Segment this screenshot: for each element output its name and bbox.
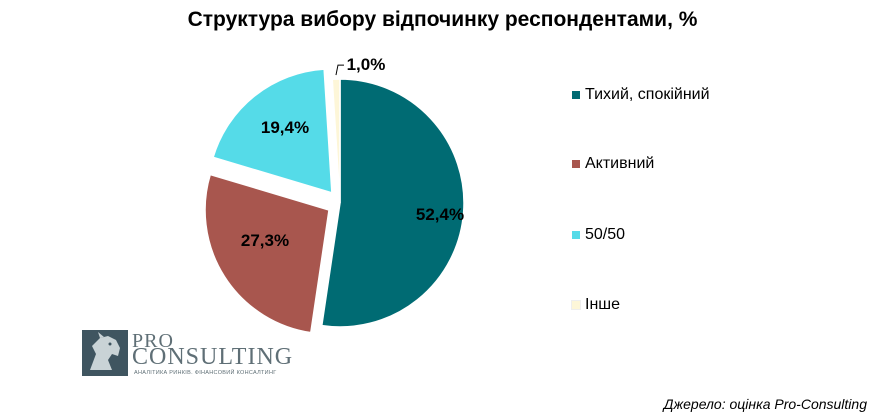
data-label: 27,3% [241, 231, 289, 250]
legend-label: Інше [585, 296, 621, 313]
legend-label: 50/50 [585, 226, 626, 243]
legend-swatch [572, 160, 580, 168]
legend-swatch [571, 300, 581, 310]
logo-tagline: АНАЛІТИКА РИНКІВ. ФІНАНСОВИЙ КОНСАЛТИНГ [134, 370, 277, 376]
legend-item-active: Активний [572, 155, 654, 173]
pie-slice [212, 68, 333, 194]
data-label: 19,4% [261, 118, 309, 137]
pie-slice [204, 173, 330, 334]
legend-label: Тихий, спокійний [585, 86, 710, 103]
leader-line [335, 64, 344, 76]
legend-swatch [572, 231, 580, 239]
legend-swatch [572, 91, 580, 99]
pie-slice [331, 78, 341, 204]
legend-item-other: Інше [571, 296, 621, 314]
data-label: 52,4% [416, 205, 464, 224]
source-note: Джерело: оцінка Pro-Consulting [663, 396, 867, 412]
pie-slice [320, 78, 465, 328]
legend-item-quiet: Тихий, спокійний [572, 86, 710, 104]
legend-item-fifty-fifty: 50/50 [572, 226, 625, 244]
logo-text-consulting: CONSULTING [132, 344, 294, 370]
legend-label: Активний [585, 155, 655, 172]
pro-consulting-logo: PRO CONSULTING АНАЛІТИКА РИНКІВ. ФІНАНСО… [82, 330, 297, 380]
logo-text-pro: PRO [132, 330, 174, 352]
horse-head-icon [82, 330, 128, 376]
chart-title: Структура вибору відпочинку респондентам… [187, 8, 698, 31]
data-label: 1,0% [347, 55, 386, 74]
